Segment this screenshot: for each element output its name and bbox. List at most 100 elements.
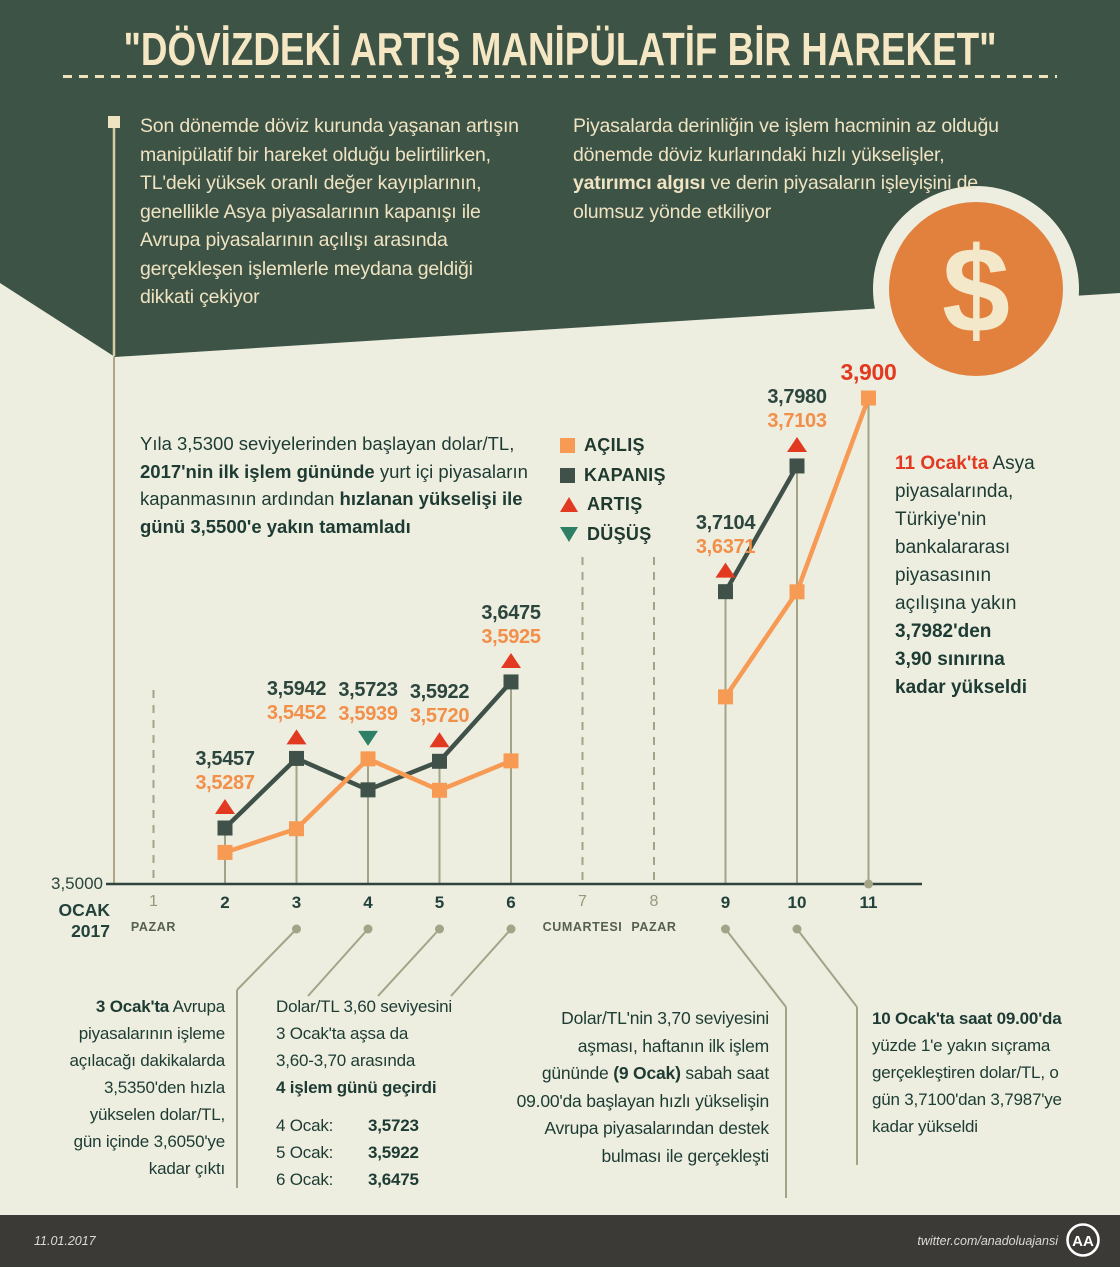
chart-canvas	[106, 390, 922, 1198]
text-segment: ve derin piyasaların işleyişini de olums…	[573, 172, 978, 223]
text-segment: 11 Ocak'ta	[895, 453, 989, 474]
data-label-group: 3,5922 3,5720	[409, 680, 470, 728]
artis-triangle-icon	[286, 729, 307, 745]
kapanis-value-label: 3,5942	[266, 678, 327, 701]
aa-logo-text: AA	[1072, 1233, 1094, 1250]
page-title: "DÖVİZDEKİ ARTIŞ MANİPÜLATİF BİR HAREKET…	[123, 23, 997, 75]
x-tick-label: 8	[649, 893, 659, 910]
table-row: 5 Ocak: 3,5922	[276, 1139, 486, 1166]
legend-triangle-down-icon	[560, 526, 578, 542]
kapanis-value-label: 3,7104	[695, 511, 756, 534]
dusus-triangle-icon	[358, 730, 378, 746]
acilis-marker	[718, 689, 733, 705]
title-divider	[63, 75, 1057, 78]
x-axis-month-label: OCAK 2017	[30, 900, 110, 942]
text-segment: Avrupa piyasalarının işleme açılacağı da…	[69, 997, 225, 1178]
data-label-group: 3,7980 3,7103	[767, 385, 827, 433]
kapanis-marker	[718, 584, 733, 600]
connector-diagonal-line	[236, 928, 298, 991]
annotation-jan10: 10 Ocak'ta saat 09.00'da yüzde 1'e yakın…	[872, 1005, 1077, 1140]
legend-label: DÜŞÜŞ	[587, 523, 652, 544]
connector-diagonal-line	[796, 928, 858, 1008]
y-axis-baseline-label: 3,5000	[51, 874, 103, 893]
kapanis-value-label: 3,5457	[195, 748, 255, 771]
table-row: 6 Ocak: 3,6475	[276, 1166, 486, 1193]
text-segment: Asya piyasalarında, Türkiye'nin bankalar…	[895, 453, 1035, 614]
legend-square-icon	[560, 438, 575, 454]
kapanis-line	[723, 463, 800, 594]
data-label-group: 3,6475 3,5925	[481, 601, 541, 649]
legend-item: KAPANIŞ	[560, 461, 666, 491]
kapanis-marker	[432, 753, 447, 769]
kapanis-value-label: 3,5723	[338, 678, 398, 701]
month-text: OCAK	[58, 900, 110, 920]
text-segment: Yıla 3,5300 seviyelerinden başlayan dola…	[140, 433, 515, 454]
x-tick-label: 11	[859, 893, 878, 912]
header-shape	[0, 0, 1120, 357]
text-segment: 3 Ocak'ta	[95, 997, 170, 1016]
annotation-range: Dolar/TL 3,60 seviyesini 3 Ocak'ta aşsa …	[276, 993, 486, 1193]
dollar-icon: $	[942, 222, 1010, 358]
footer-bar	[0, 1215, 1120, 1267]
acilis-value-label: 3,5287	[195, 772, 255, 795]
text-segment: (9 Ocak)	[613, 1063, 681, 1083]
acilis-value-label: 3,5925	[481, 625, 541, 648]
row-label: 5 Ocak:	[276, 1143, 334, 1162]
acilis-value-label: 3,5452	[266, 702, 327, 725]
text-segment: Son dönemde döviz kurunda yaşanan artışı…	[140, 115, 519, 308]
kapanis-marker	[503, 674, 519, 690]
annotation-range-head: Dolar/TL 3,60 seviyesini 3 Ocak'ta aşsa …	[276, 993, 486, 1101]
kapanis-value-label: 3,5922	[409, 681, 470, 704]
acilis-marker	[360, 751, 376, 767]
connector-diagonal-line	[724, 928, 787, 1008]
connector-diagonal-line	[377, 928, 441, 997]
kapanis-marker	[360, 782, 376, 798]
acilis-marker	[503, 753, 519, 769]
text-segment: 2017'nin ilk işlem gününde	[140, 460, 375, 482]
text-segment: 4 işlem günü geçirdi	[276, 1078, 437, 1097]
acilis-value-label: 3,5939	[338, 702, 398, 725]
row-value: 3,5922	[368, 1143, 419, 1162]
legend-label: AÇILIŞ	[584, 435, 645, 456]
row-label: 6 Ocak:	[276, 1170, 334, 1189]
row-value: 3,6475	[368, 1170, 419, 1189]
table-row: 4 Ocak: 3,5723	[276, 1112, 486, 1139]
year-text: 2017	[71, 921, 110, 941]
bullet-square-icon	[108, 116, 120, 128]
kapanis-marker	[789, 458, 805, 474]
row-value: 3,5723	[368, 1116, 419, 1135]
x-tick-sublabel: CUMARTESI	[542, 920, 623, 934]
kapanis-value-label: 3,7980	[767, 385, 827, 408]
kapanis-marker	[217, 820, 233, 836]
text-segment: Dolar/TL 3,60 seviyesini 3 Ocak'ta aşsa …	[276, 997, 452, 1070]
artis-triangle-icon	[787, 436, 807, 452]
annotation-jan9: Dolar/TL'nin 3,70 seviyesini aşması, haf…	[489, 1005, 770, 1170]
text-segment: Dolar/TL'nin 3,70 seviyesini aşması, haf…	[541, 1008, 769, 1083]
data-label-group: 3,900	[840, 360, 896, 384]
legend-triangle-up-icon	[560, 497, 578, 513]
kapanis-value-label: 3,6475	[481, 601, 541, 624]
legend-label: KAPANIŞ	[584, 464, 666, 485]
legend-square-icon	[560, 467, 575, 483]
text-segment: 10 Ocak'ta saat 09.00'da	[872, 1009, 1062, 1028]
acilis-value-label: 3,7103	[767, 409, 827, 432]
aa-logo-icon	[1066, 1223, 1100, 1257]
x-tick-label: 9	[720, 893, 731, 912]
x-tick-label: 1	[149, 893, 158, 910]
text-segment: 3,7982'den 3,90 sınırına kadar yükseldi	[895, 621, 1028, 698]
data-label-group: 3,5723 3,5939	[338, 678, 398, 726]
text-segment: yüzde 1'e yakın sıçrama gerçekleştiren d…	[872, 1036, 1062, 1136]
artis-triangle-icon	[715, 562, 736, 578]
acilis-marker	[289, 821, 304, 837]
acilis-marker	[217, 844, 233, 860]
chart-legend: AÇILIŞ KAPANIŞ ARTIŞ DÜŞÜŞ	[560, 431, 666, 549]
text-segment: hızlanan yükselişi ile günü 3,5500'e yak…	[140, 488, 523, 537]
text-segment: Piyasalarda derinliğin ve işlem hacminin…	[573, 115, 999, 166]
x-tick-label: 3	[291, 893, 302, 912]
x-tick-label: 7	[578, 893, 587, 910]
acilis-value-label: 3,5720	[409, 705, 470, 728]
text-segment: yurt içi piyasaların kapanmasının ardınd…	[140, 460, 528, 510]
annotation-range-table: 4 Ocak: 3,5723 5 Ocak: 3,5922 6 Ocak: 3,647…	[276, 1112, 486, 1193]
second-paragraph: Piyasalarda derinliğin ve işlem hacminin…	[573, 112, 1033, 226]
